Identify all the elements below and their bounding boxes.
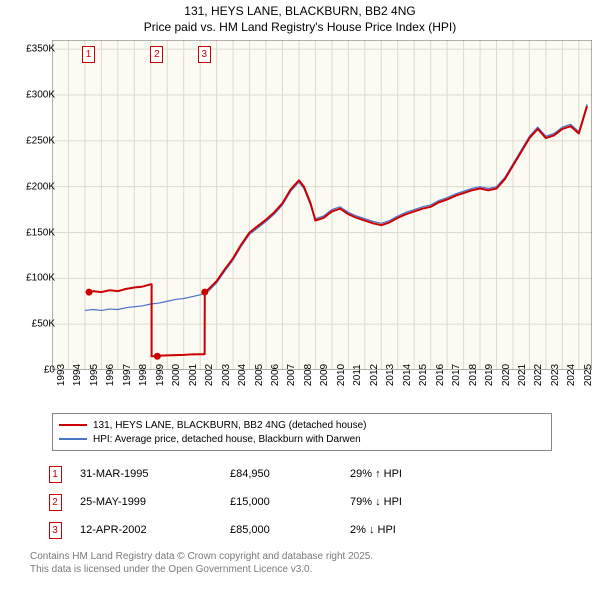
sale-marker-icon: 1 xyxy=(49,466,62,483)
sale-date: 25-MAY-1999 xyxy=(80,496,230,508)
x-tick-label: 2012 xyxy=(369,364,380,386)
y-tick-label: £250K xyxy=(26,135,55,146)
x-tick-label: 1995 xyxy=(89,364,100,386)
footer-line2: This data is licensed under the Open Gov… xyxy=(30,563,373,576)
x-tick-label: 2011 xyxy=(352,364,363,386)
legend-swatch xyxy=(59,438,87,439)
y-tick-label: £350K xyxy=(26,44,55,55)
x-tick-label: 2023 xyxy=(550,364,561,386)
legend-item-price-paid: 131, HEYS LANE, BLACKBURN, BB2 4NG (deta… xyxy=(59,418,545,432)
chart-marker-icon: 2 xyxy=(150,46,163,63)
x-tick-label: 2003 xyxy=(221,364,232,386)
sale-price: £15,000 xyxy=(230,496,350,508)
y-tick-label: £100K xyxy=(26,273,55,284)
sale-marker-icon: 2 xyxy=(49,494,62,511)
x-tick-label: 2008 xyxy=(303,364,314,386)
y-tick-label: £200K xyxy=(26,181,55,192)
y-tick-label: £0 xyxy=(44,365,55,376)
x-tick-label: 2024 xyxy=(566,364,577,386)
legend-item-hpi: HPI: Average price, detached house, Blac… xyxy=(59,432,545,446)
footer-line1: Contains HM Land Registry data © Crown c… xyxy=(30,550,373,563)
y-tick-label: £300K xyxy=(26,90,55,101)
x-tick-label: 2025 xyxy=(583,364,594,386)
x-tick-label: 2018 xyxy=(468,364,479,386)
x-tick-label: 1998 xyxy=(138,364,149,386)
chart-marker-icon: 1 xyxy=(82,46,95,63)
x-tick-label: 1999 xyxy=(155,364,166,386)
sales-table: 1 31-MAR-1995 £84,950 29% ↑ HPI 2 25-MAY… xyxy=(30,460,570,544)
sale-marker-icon: 3 xyxy=(49,522,62,539)
sale-date: 31-MAR-1995 xyxy=(80,468,230,480)
sale-price: £84,950 xyxy=(230,468,350,480)
x-tick-label: 2014 xyxy=(402,364,413,386)
chart-area xyxy=(52,40,592,370)
x-tick-label: 2016 xyxy=(435,364,446,386)
y-tick-label: £50K xyxy=(32,319,55,330)
legend-label: HPI: Average price, detached house, Blac… xyxy=(93,434,361,445)
y-tick-label: £150K xyxy=(26,227,55,238)
x-tick-label: 1996 xyxy=(105,364,116,386)
legend: 131, HEYS LANE, BLACKBURN, BB2 4NG (deta… xyxy=(52,413,552,451)
sale-diff: 29% ↑ HPI xyxy=(350,468,490,480)
x-tick-label: 2009 xyxy=(319,364,330,386)
title-block: 131, HEYS LANE, BLACKBURN, BB2 4NG Price… xyxy=(0,0,600,35)
chart-container: 131, HEYS LANE, BLACKBURN, BB2 4NG Price… xyxy=(0,0,600,590)
x-tick-label: 1997 xyxy=(122,364,133,386)
x-tick-label: 2019 xyxy=(484,364,495,386)
sale-diff: 79% ↓ HPI xyxy=(350,496,490,508)
legend-label: 131, HEYS LANE, BLACKBURN, BB2 4NG (deta… xyxy=(93,420,366,431)
x-tick-label: 2015 xyxy=(418,364,429,386)
sales-row: 2 25-MAY-1999 £15,000 79% ↓ HPI xyxy=(30,488,570,516)
x-tick-label: 2020 xyxy=(501,364,512,386)
sale-diff: 2% ↓ HPI xyxy=(350,524,490,536)
x-tick-label: 2002 xyxy=(204,364,215,386)
footer: Contains HM Land Registry data © Crown c… xyxy=(30,550,373,576)
chart-marker-icon: 3 xyxy=(198,46,211,63)
x-tick-label: 2004 xyxy=(237,364,248,386)
x-tick-label: 2000 xyxy=(171,364,182,386)
x-tick-label: 2007 xyxy=(286,364,297,386)
x-tick-label: 2013 xyxy=(385,364,396,386)
sale-date: 12-APR-2002 xyxy=(80,524,230,536)
x-tick-label: 2017 xyxy=(451,364,462,386)
x-tick-label: 2005 xyxy=(254,364,265,386)
x-tick-label: 1993 xyxy=(56,364,67,386)
x-tick-label: 2001 xyxy=(188,364,199,386)
sales-row: 1 31-MAR-1995 £84,950 29% ↑ HPI xyxy=(30,460,570,488)
chart-svg xyxy=(52,40,592,370)
sale-price: £85,000 xyxy=(230,524,350,536)
title-line1: 131, HEYS LANE, BLACKBURN, BB2 4NG xyxy=(0,4,600,20)
legend-swatch xyxy=(59,424,87,426)
x-tick-label: 2021 xyxy=(517,364,528,386)
sales-row: 3 12-APR-2002 £85,000 2% ↓ HPI xyxy=(30,516,570,544)
x-tick-label: 2006 xyxy=(270,364,281,386)
title-line2: Price paid vs. HM Land Registry's House … xyxy=(0,20,600,36)
x-tick-label: 2022 xyxy=(533,364,544,386)
x-tick-label: 2010 xyxy=(336,364,347,386)
x-tick-label: 1994 xyxy=(72,364,83,386)
